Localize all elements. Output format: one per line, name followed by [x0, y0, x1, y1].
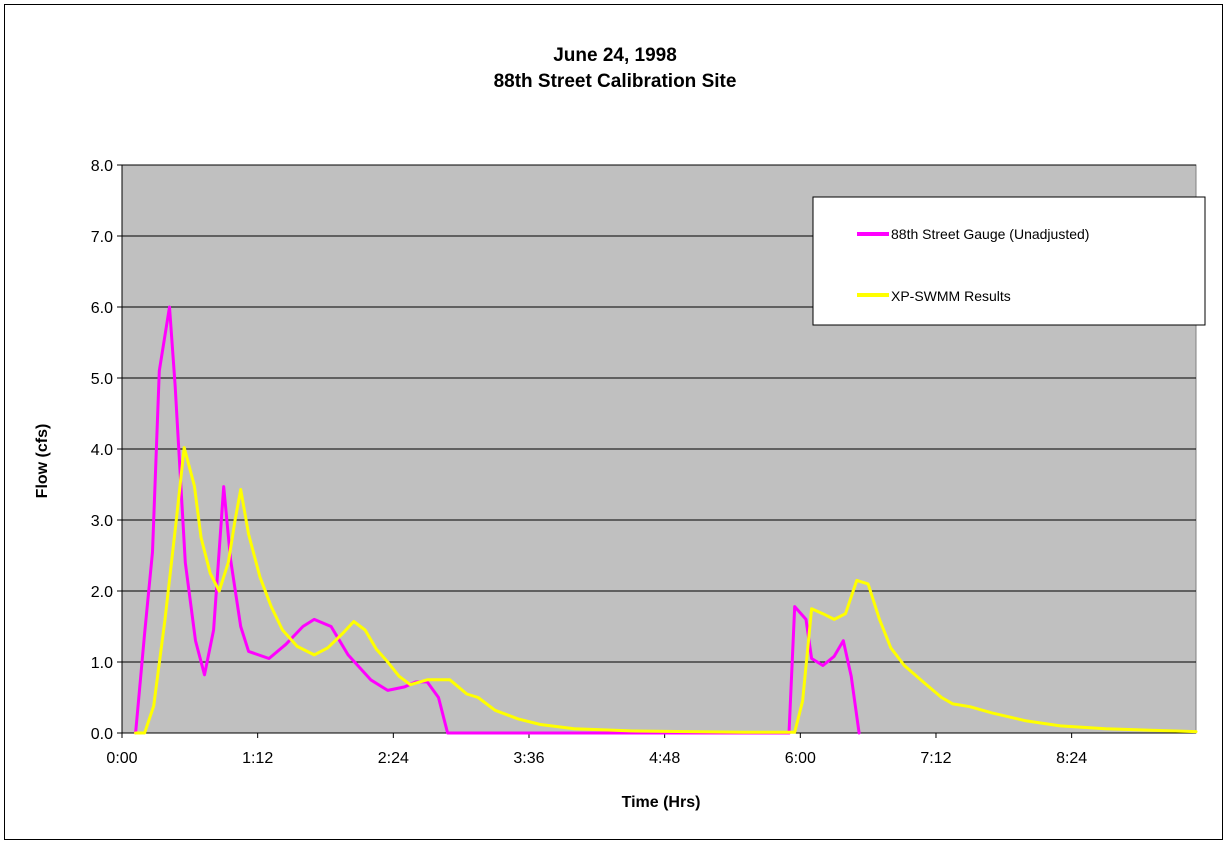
chart-title-line-2: 88th Street Calibration Site	[494, 71, 737, 92]
x-axis-ticks: 0:00 1:12 2:24 3:36 4:48 6:00 7:12 8:24	[106, 733, 1087, 767]
legend-label-swmm: XP-SWMM Results	[891, 288, 1011, 304]
y-tick-label-8: 8.0	[91, 158, 113, 175]
x-axis-title: Time (Hrs)	[622, 794, 701, 811]
y-tick-label-1: 1.0	[91, 655, 113, 672]
y-tick-label-6: 6.0	[91, 300, 113, 317]
x-tick-label-7: 8:24	[1056, 750, 1087, 767]
x-tick-label-3: 3:36	[513, 750, 544, 767]
x-tick-label-1: 1:12	[242, 750, 273, 767]
series-layer	[134, 305, 1198, 735]
x-tick-label-0: 0:00	[106, 750, 137, 767]
legend-label-gauge: 88th Street Gauge (Unadjusted)	[891, 226, 1089, 242]
series-line-0	[134, 305, 861, 735]
chart-frame: June 24, 1998 88th Street Calibration Si…	[4, 4, 1223, 840]
chart-title-line-1: June 24, 1998	[553, 45, 677, 66]
y-tick-label-7: 7.0	[91, 229, 113, 246]
x-tick-label-5: 6:00	[785, 750, 816, 767]
y-axis-title: Flow (cfs)	[34, 424, 51, 499]
x-tick-label-2: 2:24	[378, 750, 409, 767]
y-tick-label-0: 0.0	[91, 726, 113, 743]
y-tick-label-5: 5.0	[91, 371, 113, 388]
x-tick-label-6: 7:12	[920, 750, 951, 767]
y-tick-label-2: 2.0	[91, 584, 113, 601]
y-axis-ticks: 0.0 1.0 2.0 3.0 4.0 5.0 6.0 7.0 8.0	[91, 158, 122, 743]
legend: 88th Street Gauge (Unadjusted) XP-SWMM R…	[812, 196, 1206, 326]
legend-box	[812, 196, 1206, 326]
chart-svg: June 24, 1998 88th Street Calibration Si…	[34, 45, 1206, 811]
y-tick-label-4: 4.0	[91, 442, 113, 459]
x-tick-label-4: 4:48	[649, 750, 680, 767]
series-line-1	[134, 446, 1198, 735]
y-tick-label-3: 3.0	[91, 513, 113, 530]
